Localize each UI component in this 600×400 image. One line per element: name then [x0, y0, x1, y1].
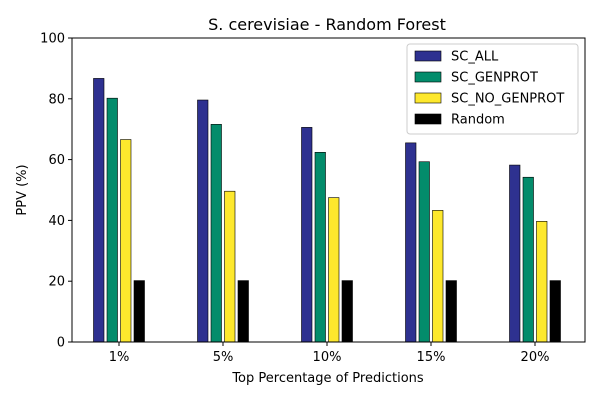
bar-sc-genprot-5 — [210, 124, 222, 343]
x-axis: 1% 5% 10% 15% 20% — [109, 342, 550, 365]
bar-random-5 — [237, 280, 249, 343]
x-tick-label: 1% — [109, 350, 130, 365]
bar-sc-no-genprot-10 — [328, 197, 340, 343]
bar-sc-genprot-1 — [106, 97, 118, 343]
x-tick-label: 10% — [313, 350, 342, 365]
bar-random-1 — [133, 280, 145, 343]
x-tick-label: 15% — [417, 350, 446, 365]
bar-sc-genprot-10 — [314, 152, 326, 343]
bar-random-20 — [549, 280, 561, 343]
bar-sc-no-genprot-15 — [432, 210, 444, 343]
legend-label-random: Random — [451, 113, 505, 128]
legend-swatch-sc-all — [414, 50, 442, 62]
legend: SC_ALL SC_GENPROT SC_NO_GENPROT Random — [406, 43, 579, 135]
x-tick-label: 20% — [521, 350, 550, 365]
x-tick-label: 5% — [213, 350, 234, 365]
y-tick-label: 100 — [40, 32, 65, 47]
bar-sc-all-15 — [405, 142, 417, 343]
bar-sc-all-20 — [509, 164, 521, 343]
bar-sc-all-5 — [197, 99, 209, 343]
x-axis-label: Top Percentage of Predictions — [231, 371, 424, 386]
legend-label-sc-all: SC_ALL — [451, 50, 499, 65]
bar-sc-no-genprot-5 — [224, 190, 236, 343]
y-tick-label: 80 — [48, 92, 65, 107]
legend-swatch-sc-no-genprot — [414, 92, 442, 104]
bar-sc-genprot-20 — [522, 176, 534, 343]
bar-sc-all-10 — [301, 127, 313, 343]
bar-sc-all-1 — [93, 78, 105, 343]
legend-swatch-random — [414, 113, 442, 125]
bar-sc-no-genprot-20 — [536, 221, 548, 343]
y-tick-label: 20 — [48, 275, 65, 290]
y-axis: 0 20 40 60 80 100 — [40, 32, 72, 351]
bar-random-10 — [341, 280, 353, 343]
y-tick-label: 0 — [57, 336, 65, 351]
legend-box — [406, 43, 579, 135]
chart-title: S. cerevisiae - Random Forest — [208, 15, 446, 34]
legend-label-sc-genprot: SC_GENPROT — [451, 71, 538, 86]
y-tick-label: 60 — [48, 153, 65, 168]
bar-random-15 — [445, 280, 457, 343]
legend-label-sc-no-genprot: SC_NO_GENPROT — [451, 92, 564, 107]
plot-frame — [71, 37, 586, 343]
bar-sc-no-genprot-1 — [120, 139, 132, 343]
bar-sc-genprot-15 — [418, 161, 430, 343]
y-tick-label: 40 — [48, 214, 65, 229]
legend-swatch-sc-genprot — [414, 71, 442, 83]
y-axis-label: PPV (%) — [15, 164, 30, 215]
